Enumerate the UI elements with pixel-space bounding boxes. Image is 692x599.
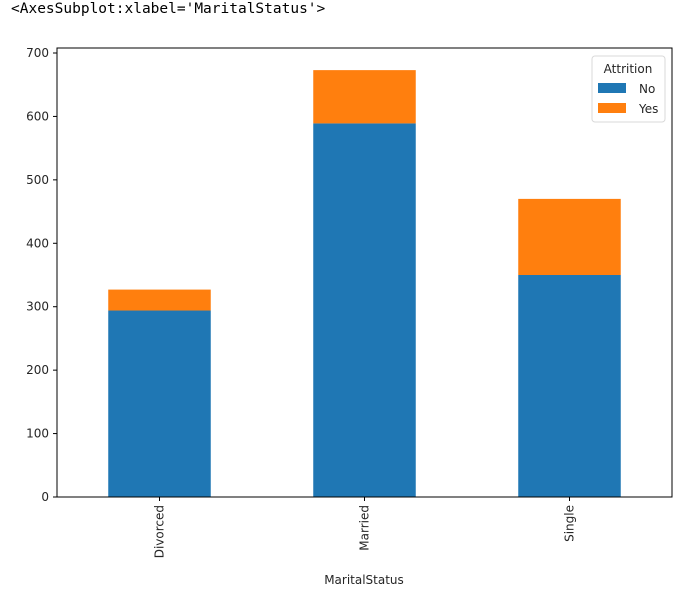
legend-label-no: No — [639, 82, 655, 96]
x-axis-label: MaritalStatus — [324, 573, 404, 587]
bar-divorced-no — [108, 310, 211, 497]
legend-swatch-no — [598, 83, 626, 93]
y-tick-label: 600 — [26, 109, 49, 123]
bar-divorced-yes — [108, 289, 211, 311]
bar-single-yes — [518, 198, 621, 275]
y-tick-label: 200 — [26, 363, 49, 377]
x-tick-label: Single — [563, 505, 577, 542]
y-tick-label: 0 — [41, 490, 49, 504]
y-axis-ticks: 0 100 200 300 400 500 600 700 — [26, 46, 57, 504]
legend-label-yes: Yes — [638, 102, 658, 116]
legend-title: Attrition — [604, 62, 653, 76]
y-tick-label: 700 — [26, 46, 49, 60]
bar-single-no — [518, 275, 621, 497]
y-tick-label: 100 — [26, 427, 49, 441]
legend: Attrition No Yes — [591, 55, 666, 123]
y-tick-label: 400 — [26, 236, 49, 250]
x-axis-ticks: Divorced Married Single — [153, 497, 577, 558]
y-tick-label: 500 — [26, 173, 49, 187]
bar-married-yes — [313, 70, 416, 124]
x-tick-label: Married — [358, 505, 372, 551]
output-repr-text: <AxesSubplot:xlabel='MaritalStatus'> — [11, 1, 326, 17]
y-tick-label: 300 — [26, 300, 49, 314]
bars-group — [108, 70, 621, 498]
bar-married-no — [313, 123, 416, 498]
legend-swatch-yes — [598, 103, 626, 113]
x-tick-label: Divorced — [153, 505, 167, 558]
